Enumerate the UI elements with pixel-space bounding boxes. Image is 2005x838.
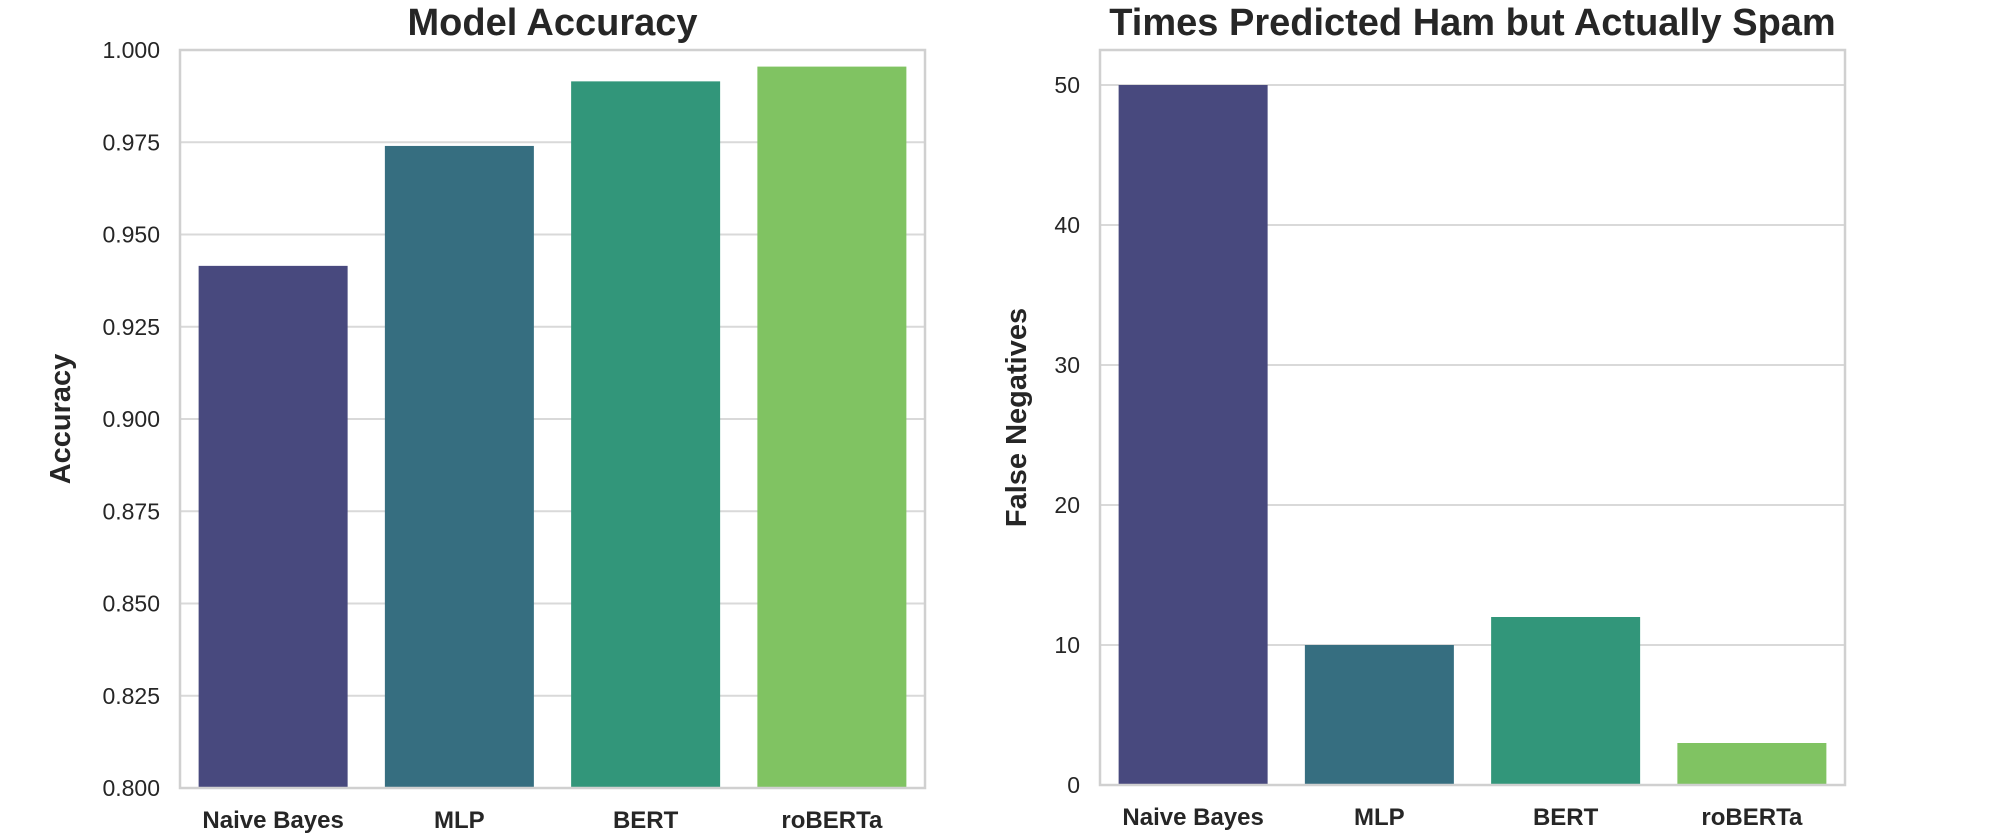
accuracy-ytick-label: 0.825 xyxy=(102,683,160,709)
accuracy-bar-roberta xyxy=(757,66,907,789)
false-negatives-xtick-label: MLP xyxy=(1354,804,1405,831)
false-negatives-ytick-label: 30 xyxy=(1054,352,1080,378)
accuracy-chart-title: Model Accuracy xyxy=(407,2,697,44)
false-negatives-plot-frame xyxy=(1098,48,1847,787)
accuracy-xtick-label: MLP xyxy=(434,807,485,834)
accuracy-ytick-label: 0.975 xyxy=(102,129,160,155)
false-negatives-ytick-label: 20 xyxy=(1054,492,1080,518)
accuracy-bar-naive-bayes xyxy=(198,265,348,788)
false-negatives-chart-title: Times Predicted Ham but Actually Spam xyxy=(1109,2,1835,44)
accuracy-ytick-label: 0.925 xyxy=(102,314,160,340)
false-negatives-ytick-label: 40 xyxy=(1054,212,1080,238)
accuracy-bar-mlp xyxy=(384,145,534,788)
false-negatives-chart: 0 10 20 30 40 50 Naive Bayes MLP BERT roBERTa Ti… xyxy=(1001,2,1847,831)
accuracy-ytick-label: 0.900 xyxy=(102,406,160,432)
false-negatives-ytick-label: 10 xyxy=(1054,632,1080,658)
false-negatives-bar-bert xyxy=(1491,617,1641,785)
accuracy-xtick-label: Naive Bayes xyxy=(202,807,343,834)
accuracy-chart: 0.800 0.825 0.850 0.875 0.900 0.925 0.950 0.975… xyxy=(45,2,927,834)
accuracy-y-axis-label: Accuracy xyxy=(45,354,77,485)
false-negatives-xtick-label: Naive Bayes xyxy=(1122,804,1263,831)
accuracy-plot-frame xyxy=(178,48,927,790)
false-negatives-xtick-label: roBERTa xyxy=(1701,804,1803,831)
false-negatives-bar-naive-bayes xyxy=(1118,85,1268,785)
accuracy-bar-bert xyxy=(571,81,721,789)
false-negatives-xtick-label: BERT xyxy=(1533,804,1599,831)
accuracy-ytick-label: 0.800 xyxy=(102,775,160,801)
false-negatives-ytick-label: 50 xyxy=(1054,72,1080,98)
false-negatives-bar-mlp xyxy=(1304,645,1454,785)
accuracy-ytick-label: 0.950 xyxy=(102,222,160,248)
false-negatives-bar-roberta xyxy=(1677,743,1827,785)
accuracy-xtick-label: roBERTa xyxy=(781,807,883,834)
accuracy-ytick-label: 0.875 xyxy=(102,498,160,524)
accuracy-xtick-label: BERT xyxy=(613,807,679,834)
accuracy-ytick-label: 0.850 xyxy=(102,591,160,617)
false-negatives-ytick-label: 0 xyxy=(1067,772,1080,798)
accuracy-ytick-label: 1.000 xyxy=(102,37,160,63)
false-negatives-y-axis-label: False Negatives xyxy=(1001,308,1033,527)
